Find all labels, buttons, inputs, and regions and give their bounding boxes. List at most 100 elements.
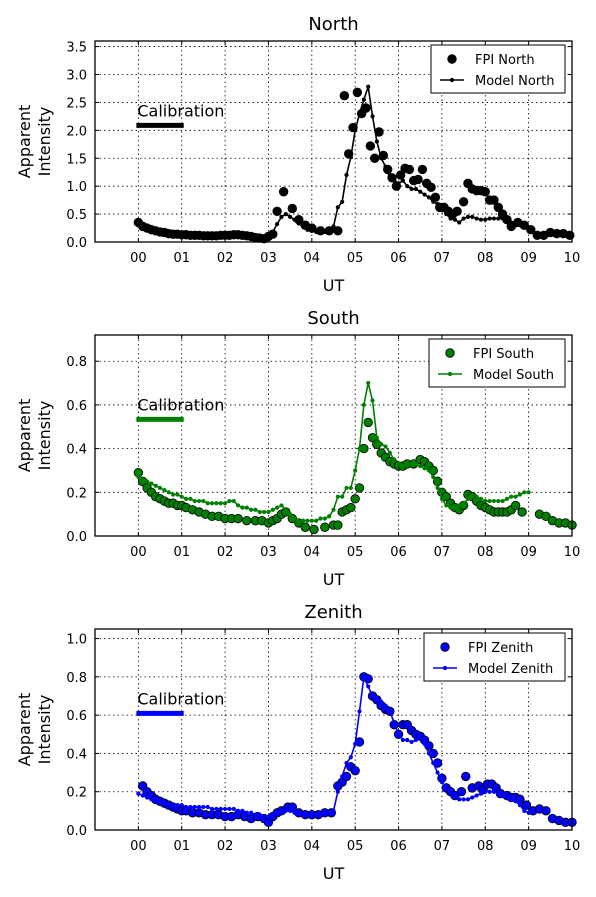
- data-point: [253, 812, 258, 817]
- calibration-label: Calibration: [137, 395, 224, 414]
- x-tick-label: 03: [260, 839, 277, 854]
- data-point: [374, 435, 379, 440]
- chart-title: Zenith: [304, 602, 362, 623]
- data-point: [196, 498, 202, 504]
- chart-panel-zenith: 00 01 02 03 04 05 06 07 08 09 10 0.0 0.2 0.4 0.6 0.8 1.0…: [15, 602, 580, 883]
- data-point: [279, 503, 284, 508]
- data-point: [357, 446, 362, 451]
- data-point: [439, 496, 445, 501]
- data-point: [218, 806, 223, 812]
- data-point: [353, 741, 358, 746]
- data-point: [465, 797, 471, 802]
- data-point: [457, 503, 462, 508]
- legend-label: FPI South: [473, 347, 534, 362]
- x-tick-label: 04: [304, 251, 321, 266]
- data-point: [504, 217, 510, 222]
- data-point: [322, 229, 327, 235]
- axes-frame: [94, 334, 573, 537]
- x-tick-label: 09: [520, 545, 537, 560]
- calibration-label: Calibration: [137, 101, 224, 120]
- data-point: [493, 202, 503, 213]
- data-point: [363, 417, 373, 428]
- data-point: [266, 234, 271, 239]
- data-point: [491, 216, 497, 221]
- data-point: [309, 228, 314, 233]
- data-point: [348, 755, 353, 760]
- data-point: [387, 450, 392, 456]
- data-point: [396, 181, 401, 186]
- x-axis-label: UT: [323, 570, 345, 589]
- data-point: [374, 139, 379, 144]
- data-point: [430, 192, 441, 203]
- chart-panel-south: 00 01 02 03 04 05 06 07 08 09 10 0.0 0.2 0.4 0.6 0.8 Sou…: [15, 308, 580, 589]
- y-axis-label: Intensity: [35, 695, 54, 765]
- data-point: [413, 174, 423, 185]
- data-point: [350, 765, 360, 776]
- data-point: [140, 477, 145, 482]
- data-point: [333, 226, 343, 236]
- data-point: [435, 201, 440, 207]
- series-model-zenith: [136, 673, 531, 819]
- data-point: [320, 522, 330, 532]
- data-point: [175, 232, 180, 237]
- data-point: [348, 485, 353, 491]
- data-point: [192, 233, 197, 238]
- x-tick-label: 02: [217, 251, 234, 266]
- data-point: [249, 810, 254, 815]
- y-tick-label: 0.4: [66, 443, 87, 458]
- data-point: [366, 380, 371, 386]
- data-point: [513, 494, 518, 499]
- x-tick-label: 05: [347, 839, 364, 854]
- data-point: [192, 804, 197, 810]
- legend-box: [428, 338, 566, 388]
- data-point: [175, 492, 180, 497]
- data-point: [209, 234, 215, 239]
- data-point: [188, 496, 193, 501]
- data-point: [157, 799, 163, 804]
- data-point: [541, 806, 551, 816]
- data-point: [144, 479, 150, 484]
- data-point: [266, 814, 271, 819]
- data-point: [405, 184, 410, 189]
- data-point: [249, 507, 254, 512]
- data-point: [278, 187, 289, 197]
- data-point: [422, 741, 427, 746]
- y-tick-label: 0.0: [66, 236, 87, 251]
- data-point: [353, 468, 358, 473]
- data-point: [209, 501, 215, 506]
- data-point: [457, 797, 462, 802]
- x-axis-label: UT: [323, 864, 345, 883]
- legend-marker-swatch: [440, 642, 450, 652]
- data-point: [218, 234, 223, 239]
- y-axis-label: Apparent: [15, 105, 34, 179]
- x-tick-label: 01: [173, 251, 190, 266]
- y-axis-label: Apparent: [15, 693, 34, 767]
- data-point: [196, 804, 202, 810]
- y-tick-label: 0.2: [66, 486, 87, 501]
- data-point: [361, 402, 366, 408]
- legend: FPI North Model North: [430, 44, 566, 94]
- data-point: [227, 806, 232, 812]
- data-point: [409, 461, 414, 467]
- data-point: [140, 224, 145, 230]
- data-point: [369, 153, 380, 163]
- data-point: [257, 812, 262, 817]
- data-point: [480, 187, 490, 197]
- data-point: [292, 217, 297, 222]
- data-point: [470, 494, 475, 499]
- y-tick-label: 0.4: [66, 747, 87, 762]
- data-point: [309, 518, 314, 523]
- data-point: [288, 808, 293, 813]
- data-point: [483, 498, 488, 504]
- data-point: [242, 516, 252, 526]
- legend-label: FPI North: [475, 53, 535, 68]
- data-point: [483, 789, 488, 794]
- data-point: [305, 227, 310, 232]
- data-point: [266, 509, 271, 515]
- data-point: [344, 760, 349, 766]
- data-point: [270, 229, 275, 235]
- data-point: [183, 233, 189, 238]
- data-point: [456, 787, 467, 797]
- data-point: [253, 507, 258, 512]
- data-point: [465, 214, 471, 219]
